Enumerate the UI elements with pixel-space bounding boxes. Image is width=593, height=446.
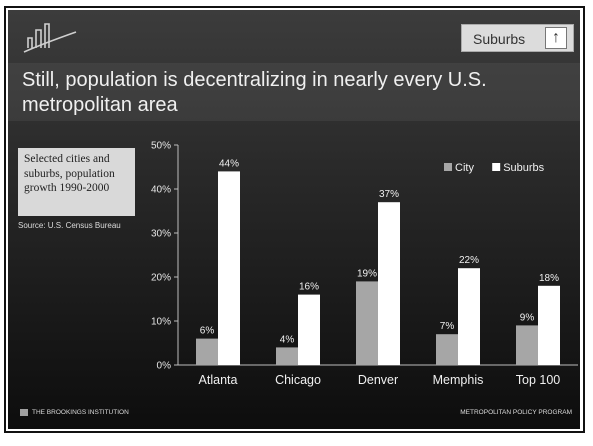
data-label: 44%	[219, 158, 239, 169]
bar-chart: 0% 10% 20% 30% 40% 50% 6% 44% Atlanta 4% 16% Chicag…	[151, 141, 578, 387]
y-tick-label: 10%	[151, 317, 171, 328]
bar-city	[196, 338, 218, 365]
bar-suburbs	[298, 294, 320, 365]
chart-note: Selected cities and suburbs, population …	[18, 148, 135, 216]
up-arrow-icon: ↑	[545, 27, 567, 49]
data-label: 6%	[200, 326, 215, 337]
footer-square-icon	[20, 409, 28, 416]
chart-note-text: Selected cities and suburbs, population …	[24, 153, 115, 194]
legend-label: Suburbs	[503, 162, 544, 174]
bar-suburbs	[458, 268, 480, 365]
data-label: 18%	[539, 273, 559, 284]
data-label: 9%	[520, 312, 535, 323]
data-label: 22%	[459, 255, 479, 266]
legend-swatch-suburbs	[492, 163, 501, 171]
section-tag: Suburbs ↑	[461, 24, 574, 52]
x-tick-label: Chicago	[275, 373, 321, 387]
footer-left: THE BROOKINGS INSTITUTION	[20, 409, 129, 416]
bar-suburbs	[538, 285, 560, 365]
y-tick-label: 50%	[151, 141, 171, 152]
y-tick-label: 40%	[151, 185, 171, 196]
source-note: Source: U.S. Census Bureau	[18, 221, 121, 230]
bar-city	[356, 281, 378, 365]
y-tick-label: 20%	[151, 273, 171, 284]
x-tick-label: Denver	[358, 373, 398, 387]
data-label: 7%	[440, 321, 455, 332]
brookings-logo-icon	[23, 23, 77, 53]
legend-swatch-city	[444, 163, 452, 171]
x-tick-label: Memphis	[433, 373, 484, 387]
bar-city	[516, 325, 538, 365]
bar-suburbs	[218, 171, 240, 365]
bar-city	[436, 334, 458, 365]
data-label: 4%	[280, 334, 295, 345]
page-title: Still, population is decentralizing in n…	[22, 69, 487, 116]
footer-right: METROPOLITAN POLICY PROGRAM	[460, 409, 572, 416]
legend-label: City	[455, 162, 474, 174]
y-tick-label: 30%	[151, 229, 171, 240]
data-label: 37%	[379, 189, 399, 200]
x-tick-label: Atlanta	[199, 373, 238, 387]
slide-frame	[4, 6, 585, 433]
data-label: 16%	[299, 282, 319, 293]
section-tag-label: Suburbs	[473, 31, 526, 47]
y-tick-label: 0%	[157, 361, 172, 372]
x-tick-label: Top 100	[516, 373, 561, 387]
slide: Suburbs ↑ Still, population is decentral…	[8, 10, 580, 429]
footer-left-label: THE BROOKINGS INSTITUTION	[32, 409, 129, 417]
bar-suburbs	[378, 202, 400, 365]
title-band	[8, 63, 580, 121]
data-label: 19%	[357, 268, 377, 279]
bar-city	[276, 347, 298, 365]
